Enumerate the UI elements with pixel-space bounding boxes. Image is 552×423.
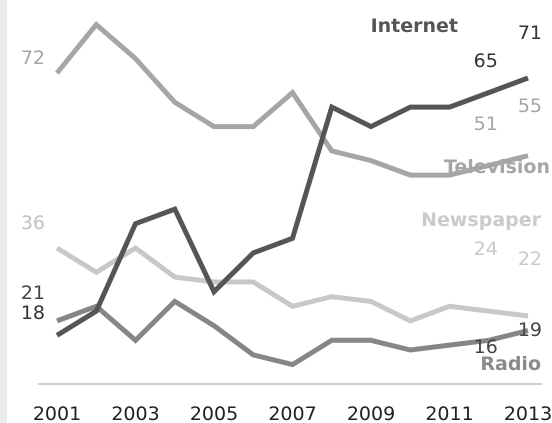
series-line-television: [55, 21, 529, 178]
data-label-television: 72: [21, 47, 45, 69]
data-label-television: 51: [474, 113, 498, 135]
series-name-radio: Radio: [480, 353, 541, 375]
data-label-radio: 19: [518, 319, 542, 341]
data-label-internet: 65: [474, 50, 498, 72]
x-tick-label: 2011: [425, 403, 473, 423]
series-line-internet: [55, 75, 529, 338]
left-edge-strip: [0, 0, 7, 423]
series-name-newspaper: Newspaper: [421, 209, 542, 231]
data-label-newspaper: 36: [21, 212, 45, 234]
x-tick-label: 2003: [111, 403, 159, 423]
data-label-television: 55: [518, 95, 542, 117]
data-label-internet: 18: [21, 302, 45, 324]
data-label-newspaper: 24: [474, 238, 498, 260]
series-line-newspaper: [55, 244, 529, 324]
x-tick-label: 2001: [33, 403, 81, 423]
x-tick-label: 2009: [347, 403, 395, 423]
series-name-television: Television: [444, 156, 550, 178]
x-tick-label: 2005: [190, 403, 238, 423]
data-label-radio: 16: [474, 336, 498, 358]
data-label-newspaper: 22: [518, 248, 542, 270]
series-line-radio: [56, 298, 529, 368]
series-name-internet: Internet: [371, 15, 458, 37]
x-tick-label: 2013: [504, 403, 552, 423]
data-label-internet: 71: [518, 22, 542, 44]
x-tick-label: 2007: [268, 403, 316, 423]
data-label-radio: 21: [21, 282, 45, 304]
